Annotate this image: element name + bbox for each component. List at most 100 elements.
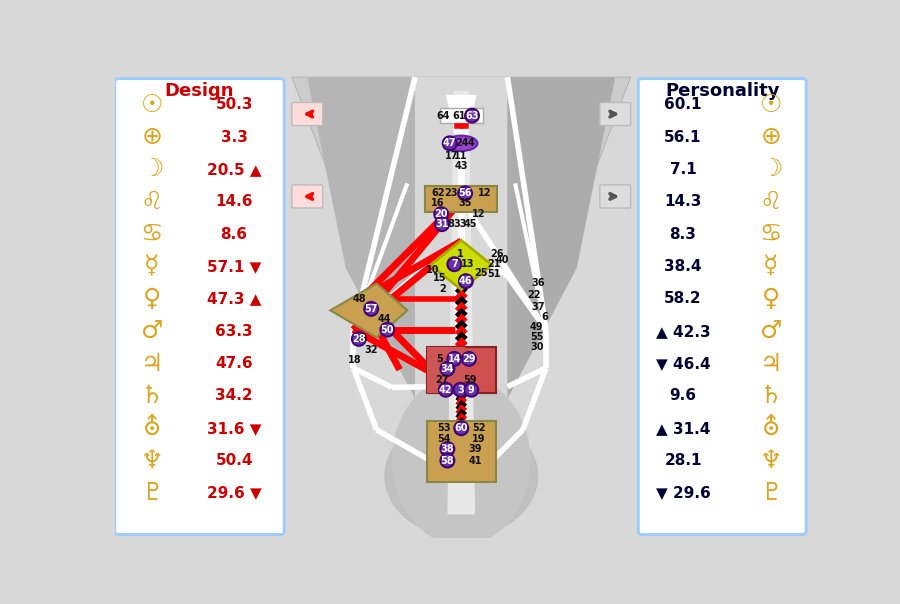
- Text: ☽: ☽: [760, 158, 782, 181]
- Text: 44: 44: [377, 314, 391, 324]
- FancyBboxPatch shape: [427, 347, 496, 393]
- Text: ▲ 42.3: ▲ 42.3: [656, 324, 710, 339]
- Text: ♀: ♀: [761, 287, 780, 311]
- Text: ♂: ♂: [760, 319, 782, 343]
- Text: 14: 14: [447, 354, 461, 364]
- Text: 39: 39: [468, 444, 482, 454]
- Text: ♃: ♃: [760, 352, 782, 376]
- Text: 29.6 ▼: 29.6 ▼: [207, 486, 262, 500]
- Text: 10: 10: [426, 265, 439, 275]
- Text: 32: 32: [364, 345, 378, 355]
- Text: ▼ 29.6: ▼ 29.6: [655, 486, 710, 500]
- Text: 34: 34: [441, 364, 454, 374]
- Text: 5: 5: [436, 354, 443, 364]
- Text: 38: 38: [441, 444, 454, 454]
- Text: 43: 43: [454, 161, 468, 171]
- FancyBboxPatch shape: [600, 185, 631, 208]
- Text: 14.6: 14.6: [215, 194, 253, 210]
- Text: 59: 59: [464, 374, 477, 385]
- Text: 56: 56: [458, 188, 472, 198]
- Text: 8.3: 8.3: [670, 226, 697, 242]
- Polygon shape: [450, 98, 472, 160]
- Text: ▲ 31.4: ▲ 31.4: [656, 421, 710, 435]
- Text: 31: 31: [436, 219, 449, 229]
- Text: 13: 13: [461, 259, 474, 269]
- Text: 36: 36: [532, 278, 545, 289]
- FancyBboxPatch shape: [440, 108, 482, 123]
- Circle shape: [462, 352, 476, 366]
- Text: ♆: ♆: [140, 449, 163, 472]
- Text: 3.3: 3.3: [220, 130, 248, 145]
- Text: 25: 25: [474, 268, 488, 278]
- Text: ⊕: ⊕: [141, 125, 162, 149]
- Text: 50: 50: [381, 325, 394, 335]
- Text: 6: 6: [541, 312, 548, 321]
- Text: ⛢: ⛢: [761, 416, 780, 440]
- Circle shape: [381, 323, 394, 336]
- Text: 4: 4: [468, 138, 474, 149]
- Text: ♃: ♃: [140, 352, 163, 376]
- Text: 62: 62: [431, 188, 445, 198]
- Text: ♇: ♇: [760, 481, 782, 505]
- Text: 28.1: 28.1: [664, 453, 702, 468]
- Text: 61: 61: [452, 111, 465, 121]
- Text: Design: Design: [165, 82, 234, 100]
- Text: 8.6: 8.6: [220, 226, 248, 242]
- Text: 28: 28: [352, 334, 365, 344]
- Polygon shape: [508, 77, 616, 399]
- Text: 31.6 ▼: 31.6 ▼: [207, 421, 261, 435]
- Text: 2: 2: [439, 284, 446, 294]
- Circle shape: [440, 454, 454, 467]
- Text: 1: 1: [457, 249, 464, 259]
- Text: ♋: ♋: [760, 222, 782, 246]
- Text: 60: 60: [454, 423, 468, 433]
- Text: ♄: ♄: [760, 384, 782, 408]
- Text: 7.1: 7.1: [670, 162, 697, 177]
- Text: ♂: ♂: [140, 319, 163, 343]
- Circle shape: [439, 383, 453, 397]
- Text: ♌: ♌: [760, 190, 782, 214]
- Text: ☉: ☉: [760, 93, 782, 117]
- Text: 34.2: 34.2: [215, 388, 253, 403]
- Text: 28: 28: [353, 334, 366, 344]
- Text: 63: 63: [465, 111, 479, 121]
- Text: ⊕: ⊕: [760, 125, 781, 149]
- Polygon shape: [448, 98, 474, 162]
- Text: 56.1: 56.1: [664, 130, 702, 145]
- Text: ♋: ♋: [140, 222, 163, 246]
- Polygon shape: [292, 77, 462, 522]
- Circle shape: [458, 187, 472, 201]
- Text: 14.3: 14.3: [664, 194, 702, 210]
- Text: 52: 52: [472, 423, 486, 433]
- Polygon shape: [330, 283, 408, 338]
- Circle shape: [454, 422, 468, 435]
- Polygon shape: [446, 83, 477, 522]
- Text: 24: 24: [455, 138, 469, 149]
- Ellipse shape: [384, 414, 538, 538]
- Polygon shape: [446, 95, 477, 160]
- Text: 57: 57: [364, 304, 378, 314]
- Text: 50.4: 50.4: [215, 453, 253, 468]
- Text: 8: 8: [447, 219, 454, 229]
- Text: 37: 37: [532, 301, 545, 312]
- Text: 64: 64: [436, 111, 450, 121]
- Circle shape: [459, 274, 472, 288]
- Circle shape: [447, 352, 462, 366]
- Text: 35: 35: [458, 198, 472, 208]
- Text: 58.2: 58.2: [664, 291, 702, 306]
- Circle shape: [447, 257, 462, 271]
- Text: 47.3 ▲: 47.3 ▲: [207, 291, 261, 306]
- Text: 63.3: 63.3: [215, 324, 253, 339]
- Text: 12: 12: [478, 188, 491, 198]
- Text: ♇: ♇: [140, 481, 163, 505]
- Polygon shape: [400, 77, 523, 468]
- Text: 20: 20: [435, 209, 448, 219]
- Text: 49: 49: [529, 323, 543, 332]
- Text: 17: 17: [445, 152, 458, 161]
- Text: 12: 12: [472, 209, 486, 219]
- Circle shape: [364, 302, 378, 316]
- Text: 30: 30: [530, 342, 544, 352]
- Text: ☿: ☿: [763, 254, 778, 278]
- Text: ♄: ♄: [140, 384, 163, 408]
- Text: 51: 51: [488, 269, 501, 279]
